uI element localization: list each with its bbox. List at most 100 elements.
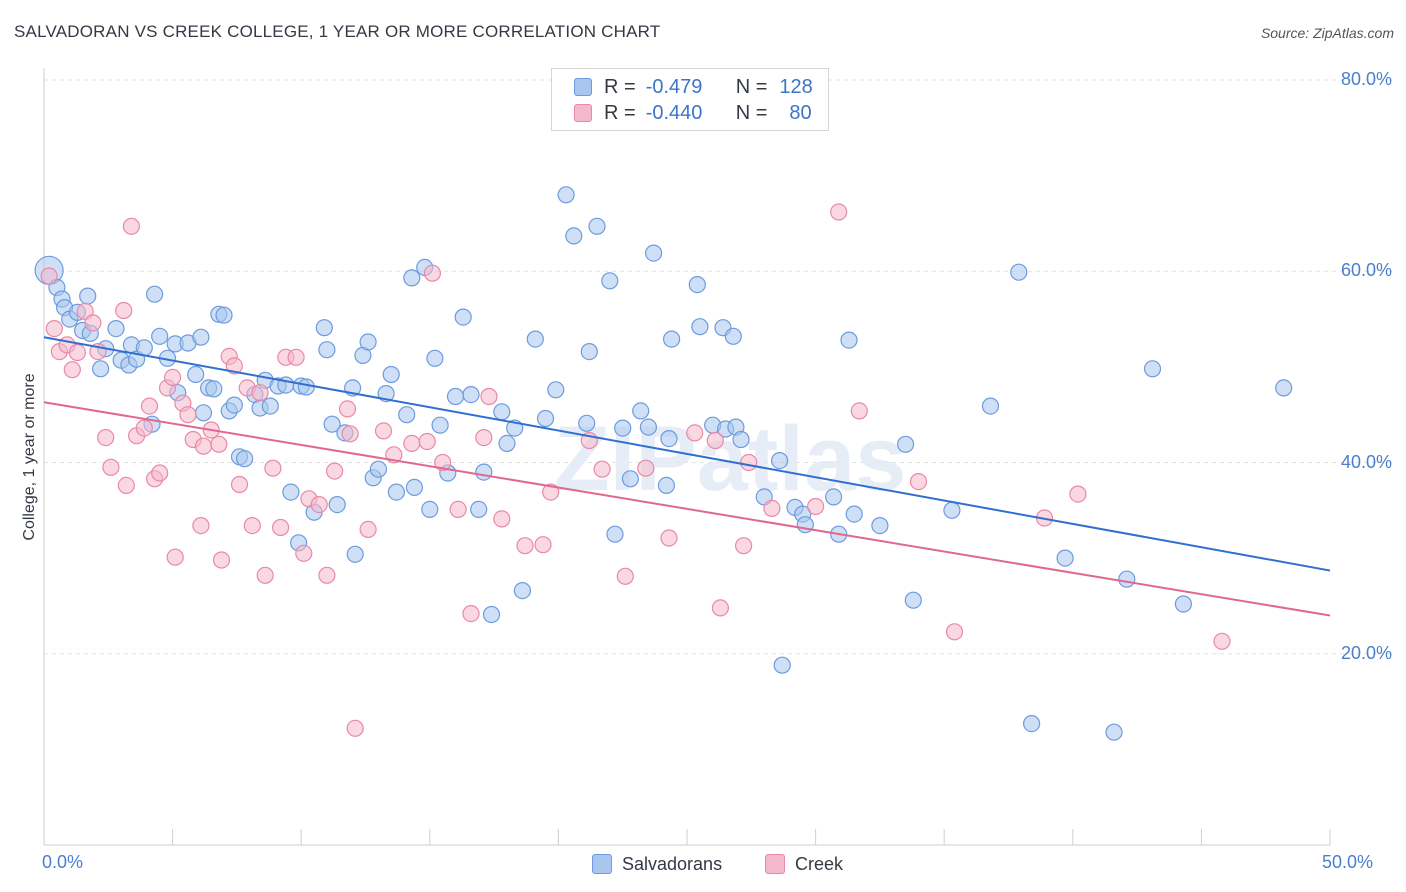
data-point-creek	[686, 424, 704, 442]
x-tick-label-min: 0.0%	[42, 852, 84, 872]
data-point-creek	[225, 357, 243, 375]
data-point-salvadorans	[1174, 595, 1193, 613]
legend-r-value: -0.440	[645, 101, 703, 124]
data-point-creek	[434, 453, 452, 472]
y-tick-label: 80.0%	[1340, 69, 1392, 89]
data-point-creek	[830, 203, 848, 221]
series-label-creek: Creek	[795, 853, 844, 874]
data-point-creek	[909, 473, 928, 491]
data-point-salvadorans	[493, 403, 511, 421]
source-label: Source: ZipAtlas.com	[1260, 25, 1394, 41]
data-point-salvadorans	[557, 186, 575, 204]
data-point-salvadorans	[328, 496, 346, 514]
data-point-creek	[660, 529, 678, 547]
data-point-salvadorans	[1143, 360, 1162, 378]
data-point-creek	[264, 459, 282, 477]
data-point-creek	[1213, 632, 1231, 650]
data-point-salvadorans	[187, 365, 205, 384]
data-point-creek	[287, 348, 305, 366]
data-point-salvadorans	[398, 406, 416, 424]
data-point-salvadorans	[91, 360, 110, 378]
grid-lines	[44, 79, 1392, 655]
data-point-salvadorans	[691, 318, 709, 336]
data-point-salvadorans	[236, 450, 254, 468]
data-point-creek	[1069, 485, 1087, 503]
data-point-salvadorans	[565, 227, 583, 245]
data-point-creek	[45, 320, 63, 338]
data-point-salvadorans	[536, 409, 555, 428]
data-point-salvadorans	[547, 381, 565, 399]
data-point-creek	[338, 400, 357, 418]
legend-row-salvadorans: R = -0.479 N = 128	[574, 76, 813, 98]
data-point-creek	[192, 516, 210, 535]
data-point-salvadorans	[732, 430, 750, 449]
data-point-creek	[140, 397, 159, 415]
data-point-creek	[256, 566, 274, 584]
data-point-salvadorans	[1105, 723, 1123, 741]
data-point-salvadorans	[580, 343, 598, 361]
data-point-creek	[251, 384, 269, 402]
data-point-salvadorans	[773, 656, 791, 674]
data-point-creek	[341, 425, 359, 443]
series-legend-salvadorans: Salvadorans	[592, 851, 722, 877]
series-swatch-salvadorans	[592, 854, 612, 874]
data-point-salvadorans	[688, 276, 706, 294]
data-point-salvadorans	[606, 525, 624, 543]
data-point-creek	[346, 719, 364, 737]
data-point-creek	[210, 435, 228, 453]
data-point-creek	[310, 496, 328, 514]
y-tick-label: 20.0%	[1340, 642, 1392, 663]
data-point-creek	[243, 516, 261, 535]
data-point-creek	[115, 301, 133, 320]
data-point-creek	[117, 476, 135, 494]
data-point-salvadorans	[482, 605, 501, 624]
data-point-salvadorans	[462, 386, 480, 404]
data-point-creek	[63, 361, 81, 379]
data-point-salvadorans	[146, 285, 164, 303]
data-point-salvadorans	[657, 476, 676, 494]
legend-n-label: N =	[735, 101, 768, 124]
legend-swatch-creek	[574, 104, 592, 122]
data-point-salvadorans	[194, 404, 213, 422]
data-point-creek	[593, 460, 611, 478]
y-tick-label: 40.0%	[1340, 451, 1392, 472]
data-point-creek	[326, 462, 344, 480]
trend-line-creek	[43, 401, 1331, 617]
data-point-creek	[166, 548, 184, 566]
data-point-salvadorans	[318, 341, 336, 359]
legend-r-value: -0.479	[645, 75, 703, 98]
data-point-salvadorans	[662, 330, 681, 348]
data-point-creek	[462, 604, 480, 623]
data-point-salvadorans	[896, 435, 915, 453]
data-point-salvadorans	[151, 327, 169, 345]
data-point-salvadorans	[904, 591, 922, 609]
data-point-salvadorans	[79, 287, 97, 305]
data-point-creek	[230, 475, 249, 494]
data-point-creek	[40, 267, 58, 285]
data-point-creek	[475, 429, 493, 447]
data-point-creek	[179, 406, 197, 424]
data-point-creek	[418, 432, 436, 451]
data-point-creek	[806, 497, 825, 516]
legend-r-label: R =	[604, 101, 636, 124]
series-legend-creek: Creek	[765, 851, 843, 877]
data-point-salvadorans	[470, 500, 488, 518]
legend-n-label: N =	[735, 75, 768, 98]
data-point-salvadorans	[403, 269, 421, 287]
data-point-salvadorans	[369, 460, 387, 478]
axes	[43, 68, 1331, 846]
data-point-creek	[763, 499, 781, 517]
trend-line-salvadorans	[43, 336, 1331, 572]
data-point-salvadorans	[382, 365, 400, 384]
data-point-salvadorans	[526, 330, 544, 348]
legend-row-creek: R = -0.440 N = 80	[574, 102, 812, 124]
data-point-salvadorans	[614, 419, 632, 437]
data-point-creek	[534, 536, 552, 554]
data-point-creek	[102, 458, 120, 476]
data-point-salvadorans	[1118, 570, 1136, 588]
data-point-salvadorans	[588, 217, 606, 235]
data-point-salvadorans	[840, 331, 858, 349]
data-point-salvadorans	[770, 452, 789, 470]
x-tick-label-max: 50.0%	[1322, 852, 1374, 872]
data-point-creek	[97, 429, 115, 447]
